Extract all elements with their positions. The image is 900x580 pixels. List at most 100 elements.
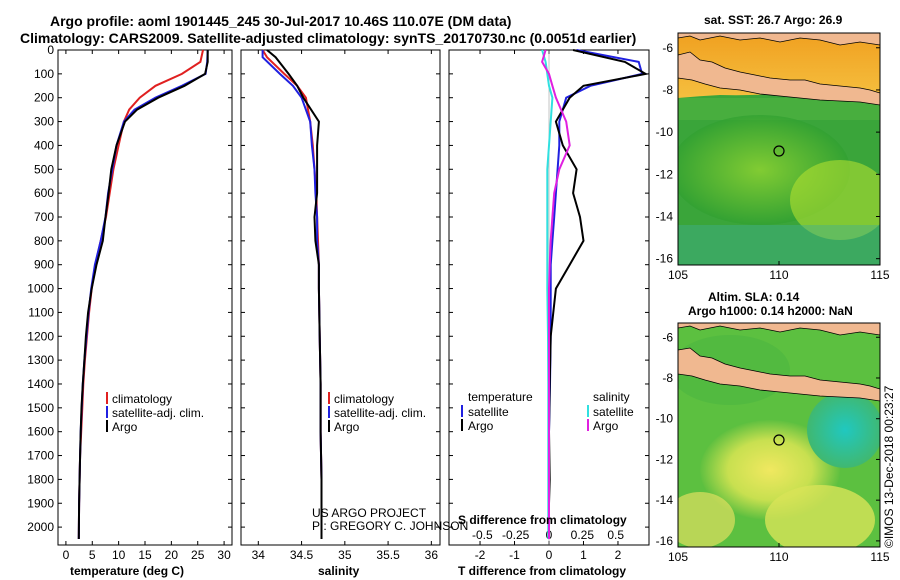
title-line-2: Climatology: CARS2009. Satellite-adjuste… (20, 30, 636, 46)
legend-title-temperature: temperature (468, 390, 533, 404)
legend-label: climatology (334, 392, 394, 406)
credit-project: US ARGO PROJECT (312, 506, 427, 520)
x-tick-label: 20 (165, 548, 179, 562)
legend-label: satellite-adj. clim. (334, 406, 426, 420)
legend-label: satellite (468, 405, 509, 419)
legend-title-salinity: salinity (593, 390, 630, 404)
map-y-tick-label: -16 (656, 534, 674, 548)
credit-pi: PI: GREGORY C. JOHNSON (312, 519, 468, 533)
salinity-legend: climatology satellite-adj. clim. Argo (328, 392, 426, 434)
sst-map-title: sat. SST: 26.7 Argo: 26.9 (704, 13, 843, 27)
legend-label: satellite (593, 405, 634, 419)
difference-legend: temperature satellite Argo salinity sate… (461, 390, 634, 433)
map-y-tick-label: -12 (656, 452, 674, 466)
map-y-tick-label: -14 (656, 209, 674, 223)
salinity-axis-label: salinity (318, 564, 360, 578)
legend-label: Argo (334, 420, 360, 434)
map-y-tick-label: -16 (656, 252, 674, 266)
x-tick-label: 36 (425, 548, 439, 562)
map-x-tick-label: 115 (870, 550, 889, 564)
y-tick-label: 1100 (28, 305, 54, 319)
difference-panel: -2 -1 0 1 2-0.5 -0.25 0 0.25 0.5 (448, 49, 650, 562)
title-line-1: Argo profile: aoml 1901445_245 30-Jul-20… (50, 13, 511, 29)
x-tick-label: 30 (217, 548, 231, 562)
map-y-tick-label: -6 (662, 41, 673, 55)
map-x-tick-label: 110 (769, 550, 788, 564)
legend-label: Argo (112, 420, 138, 434)
series-line-temperature-satellite (548, 49, 644, 539)
plot-frame (240, 49, 441, 546)
temperature-panel: 0100200300400500600700800900100011001200… (27, 43, 233, 562)
y-tick-label: 200 (34, 91, 54, 105)
y-tick-label: 400 (34, 138, 54, 152)
argo-location-marker (773, 434, 785, 446)
sla-map (678, 323, 880, 547)
java-island (678, 51, 880, 106)
map-y-tick-label: -14 (656, 493, 674, 507)
sst-map (678, 33, 880, 265)
temperature-legend: climatology satellite-adj. clim. Argo (106, 392, 204, 434)
series-line-argo (266, 49, 323, 539)
y-tick-label: 800 (34, 234, 54, 248)
series-line-salinity-argo (541, 49, 571, 539)
borneo-coast (678, 323, 880, 336)
y-tick-label: 1500 (27, 401, 54, 415)
legend-label: Argo (593, 419, 619, 433)
series-line-climatology (261, 49, 323, 539)
x-tick-label: 15 (138, 548, 152, 562)
map-y-tick-label: -8 (662, 83, 673, 97)
s-diff-tick-label: 0.25 (571, 528, 595, 542)
sla-map-subtitle: Argo h1000: 0.14 h2000: NaN (688, 304, 853, 318)
series-line-satellite-adj-clim- (261, 50, 323, 539)
y-tick-label: 1700 (27, 449, 54, 463)
map-y-tick-label: -6 (662, 330, 673, 344)
series-line-satellite-adj-clim- (77, 49, 209, 540)
y-tick-label: 700 (34, 210, 54, 224)
sla-map-title: Altim. SLA: 0.14 (708, 290, 800, 304)
legend-label: climatology (112, 392, 172, 406)
y-tick-label: 0 (47, 43, 54, 57)
legend-label: Argo (468, 419, 494, 433)
s-diff-axis-label: S difference from climatology (458, 513, 627, 527)
map-y-tick-label: -12 (656, 167, 674, 181)
salinity-panel: 34 34.5 35 35.5 36 (240, 49, 441, 562)
y-tick-label: 100 (34, 67, 54, 81)
series-line-argo (77, 50, 209, 540)
sla-map-axes: 105 110 115 -6 -8 -10 -12 -14 -16 (656, 330, 890, 564)
s-diff-tick-label: -0.25 (502, 528, 530, 542)
x-tick-label: 35 (338, 548, 352, 562)
y-tick-label: 1800 (27, 472, 54, 486)
x-tick-label: 34 (252, 548, 266, 562)
y-tick-label: 900 (34, 258, 54, 272)
y-tick-label: 1900 (27, 496, 54, 510)
legend-label: satellite-adj. clim. (112, 406, 204, 420)
t-diff-axis-label: T difference from climatology (458, 564, 626, 578)
temperature-axis-label: temperature (deg C) (70, 564, 184, 578)
map-x-tick-label: 110 (769, 268, 788, 282)
x-tick-label: 25 (191, 548, 205, 562)
x-tick-label: -2 (475, 548, 486, 562)
y-tick-label: 1300 (27, 353, 54, 367)
map-y-tick-label: -8 (662, 371, 673, 385)
s-diff-tick-label: -0.5 (472, 528, 493, 542)
map-x-tick-label: 105 (668, 268, 688, 282)
y-tick-label: 1600 (27, 425, 54, 439)
x-tick-label: 0 (63, 548, 70, 562)
y-tick-label: 300 (34, 115, 54, 129)
y-tick-label: 2000 (27, 520, 54, 534)
y-tick-label: 600 (34, 186, 54, 200)
map-y-tick-label: -10 (656, 412, 674, 426)
plot-frame (57, 49, 233, 546)
x-tick-label: 5 (89, 548, 96, 562)
y-tick-label: 1000 (27, 282, 54, 296)
sla-low-region (807, 392, 880, 468)
x-tick-label: 35.5 (376, 548, 400, 562)
series-line-temperature-argo (547, 49, 649, 539)
x-tick-label: 34.5 (290, 548, 314, 562)
imos-credit: ©IMOS 13-Dec-2018 00:23:27 (882, 385, 896, 548)
x-tick-label: 1 (580, 548, 587, 562)
sst-map-axes: 105 110 115 -6 -8 -10 -12 -14 -16 (656, 41, 890, 282)
map-x-tick-label: 105 (668, 550, 688, 564)
borneo-coast (678, 33, 880, 46)
